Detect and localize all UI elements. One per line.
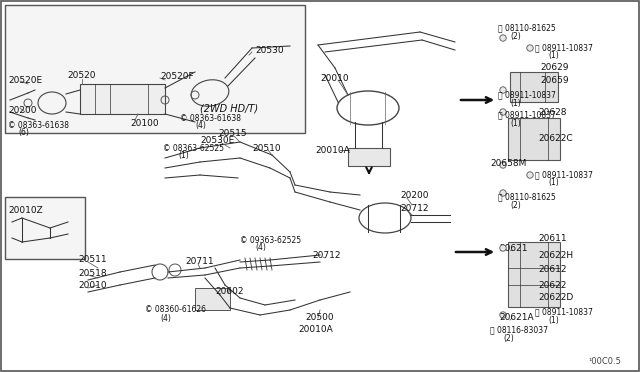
- Circle shape: [500, 190, 506, 196]
- Text: 20622H: 20622H: [538, 250, 573, 260]
- Circle shape: [500, 312, 506, 318]
- Text: 20712: 20712: [400, 203, 429, 212]
- Text: Ⓑ 08110-81625: Ⓑ 08110-81625: [498, 23, 556, 32]
- Text: 20622: 20622: [538, 280, 566, 289]
- Text: 20510: 20510: [252, 144, 280, 153]
- Text: (1): (1): [510, 119, 521, 128]
- Text: 20530: 20530: [255, 45, 284, 55]
- Text: 20628: 20628: [538, 108, 566, 116]
- Text: 20622C: 20622C: [538, 134, 573, 142]
- Text: 20712: 20712: [312, 250, 340, 260]
- Bar: [348, 148, 390, 166]
- Text: (2): (2): [510, 201, 521, 209]
- Bar: [195, 288, 230, 310]
- Text: 20612: 20612: [538, 266, 566, 275]
- Circle shape: [500, 245, 506, 251]
- Text: 20520E: 20520E: [8, 76, 42, 84]
- Text: © 08360-61626: © 08360-61626: [145, 305, 206, 314]
- Bar: [5, 5, 305, 133]
- Text: 20515: 20515: [218, 128, 246, 138]
- Bar: [508, 242, 560, 307]
- Text: 20010Z: 20010Z: [8, 205, 43, 215]
- Text: 20659: 20659: [540, 76, 568, 84]
- Text: 20500: 20500: [305, 314, 333, 323]
- Text: © 08363-61638: © 08363-61638: [180, 113, 241, 122]
- Text: © 09363-62525: © 09363-62525: [240, 235, 301, 244]
- Bar: [80, 84, 165, 114]
- Text: 20520F: 20520F: [160, 71, 194, 80]
- Text: 20010A: 20010A: [315, 145, 349, 154]
- Text: 20611: 20611: [538, 234, 566, 243]
- Text: 20518: 20518: [78, 269, 107, 278]
- Text: 20622D: 20622D: [538, 294, 573, 302]
- Text: 20200: 20200: [8, 106, 36, 115]
- Text: © 08363-62525: © 08363-62525: [163, 144, 224, 153]
- Text: Ⓝ 08911-10837: Ⓝ 08911-10837: [535, 170, 593, 180]
- Text: 20711: 20711: [185, 257, 214, 266]
- Text: 20100: 20100: [130, 119, 159, 128]
- Text: 20010: 20010: [320, 74, 349, 83]
- Text: (1): (1): [510, 99, 521, 108]
- Text: (1): (1): [548, 51, 559, 60]
- Circle shape: [527, 45, 533, 51]
- Text: Ⓝ 08911-10837: Ⓝ 08911-10837: [498, 110, 556, 119]
- Circle shape: [527, 172, 533, 178]
- Text: (4): (4): [195, 121, 206, 129]
- Text: (1): (1): [548, 315, 559, 324]
- Text: (1): (1): [548, 177, 559, 186]
- Circle shape: [500, 87, 506, 93]
- Text: 20010A: 20010A: [298, 326, 333, 334]
- Text: (2): (2): [503, 334, 514, 343]
- Text: 20602: 20602: [215, 288, 243, 296]
- Bar: [510, 72, 558, 102]
- Bar: [508, 118, 560, 160]
- Circle shape: [500, 162, 506, 168]
- Text: 20010: 20010: [78, 282, 107, 291]
- Text: Ⓝ 08911-10837: Ⓝ 08911-10837: [498, 90, 556, 99]
- Text: (1): (1): [178, 151, 189, 160]
- Text: 20530E: 20530E: [200, 135, 234, 144]
- Text: 20511: 20511: [78, 256, 107, 264]
- Text: © 08363-61638: © 08363-61638: [8, 121, 69, 129]
- Text: (2WD HD/T): (2WD HD/T): [200, 103, 258, 113]
- Text: Ⓑ 08110-81625: Ⓑ 08110-81625: [498, 192, 556, 202]
- Text: 20629: 20629: [540, 62, 568, 71]
- Text: 20658M: 20658M: [490, 158, 526, 167]
- Text: ¹00C0.5: ¹00C0.5: [588, 357, 621, 366]
- Bar: [5, 197, 85, 259]
- Text: (4): (4): [160, 314, 171, 323]
- Text: (2): (2): [510, 32, 521, 41]
- Text: (4): (4): [255, 243, 266, 251]
- Text: (6): (6): [18, 128, 29, 137]
- Text: 20621: 20621: [499, 244, 527, 253]
- Text: Ⓑ 08116-83037: Ⓑ 08116-83037: [490, 326, 548, 334]
- Text: Ⓝ 08911-10837: Ⓝ 08911-10837: [535, 308, 593, 317]
- Text: 20621A: 20621A: [499, 314, 534, 323]
- Circle shape: [500, 109, 506, 115]
- Circle shape: [500, 35, 506, 41]
- Text: 20520: 20520: [68, 71, 96, 80]
- Text: Ⓝ 08911-10837: Ⓝ 08911-10837: [535, 44, 593, 52]
- Text: 20200: 20200: [400, 190, 429, 199]
